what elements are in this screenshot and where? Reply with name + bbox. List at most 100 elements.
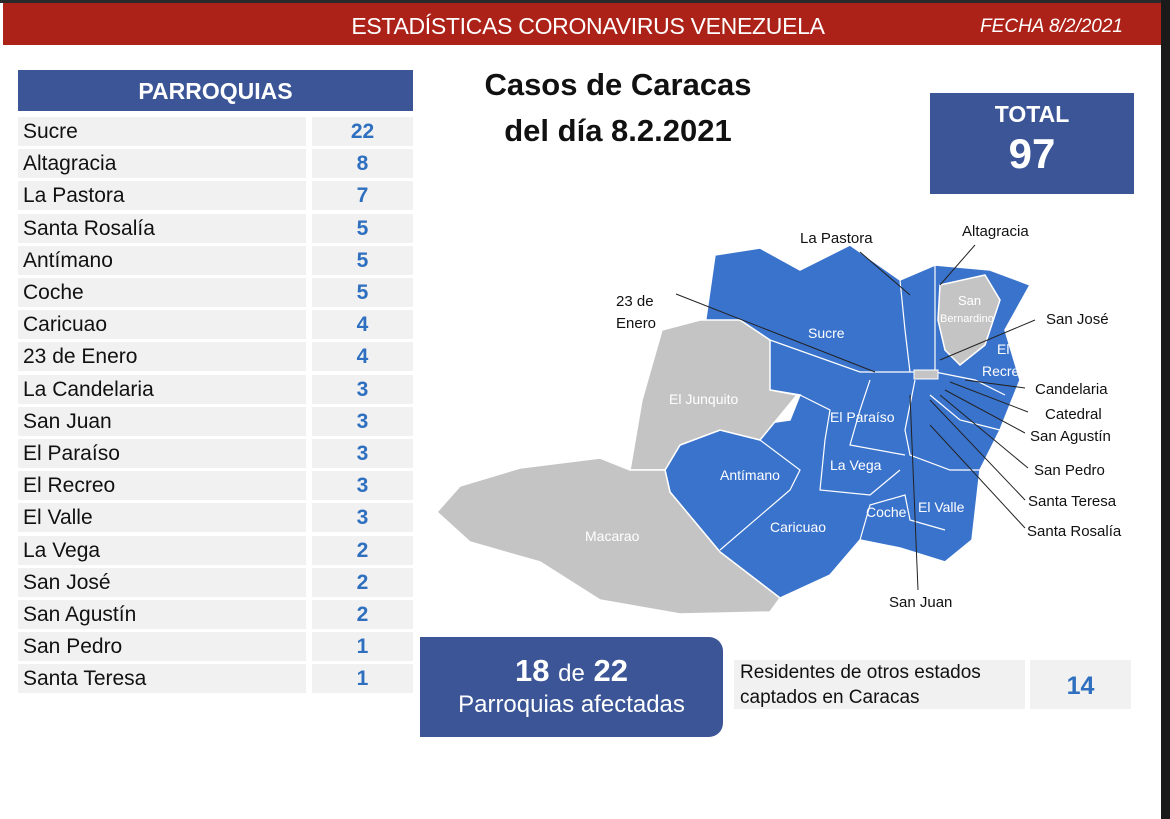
label-la-pastora: La Pastora [800, 230, 873, 247]
catedral-area [913, 369, 939, 380]
parish-cases: 5 [312, 278, 413, 307]
page-title: Casos de Caracas del día 8.2.2021 [450, 62, 786, 154]
banner-date: FECHA 8/2/2021 [980, 16, 1123, 37]
map-region-san-bernardino [937, 274, 1001, 367]
parish-cases: 3 [312, 503, 413, 533]
top-banner: ESTADÍSTICAS CORONAVIRUS VENEZUELA FECHA… [3, 3, 1161, 45]
leader-lines [675, 244, 1036, 591]
table-row: Coche 5 [18, 278, 413, 307]
label-san-jose: San José [1046, 311, 1109, 328]
label-antimano: Antímano [720, 467, 780, 483]
table-row: La Vega 2 [18, 535, 413, 565]
table-row: La Pastora 7 [18, 181, 413, 211]
parish-name: El Recreo [18, 471, 306, 501]
table-row: Sucre 22 [18, 117, 413, 146]
total-value: 97 [1008, 130, 1056, 177]
parish-cases: 2 [312, 535, 413, 565]
parish-cases: 8 [312, 149, 413, 179]
parish-name: Altagracia [18, 149, 306, 179]
affected-count: 18 [515, 653, 550, 688]
label-coche: Coche [866, 504, 907, 520]
label-el-paraiso: El Paraíso [830, 409, 895, 425]
parish-cases: 1 [312, 632, 413, 662]
parish-name: El Paraíso [18, 439, 306, 468]
residents-label-line-1: Residentes de otros estados [740, 662, 981, 683]
parish-cases: 3 [312, 406, 413, 436]
table-row: La Candelaria 3 [18, 374, 413, 404]
label-catedral: Catedral [1045, 406, 1102, 423]
title-line-1: Casos de Caracas [484, 67, 752, 102]
parish-name: Santa Rosalía [18, 213, 306, 243]
table-row: Caricuao 4 [18, 310, 413, 340]
right-edge [1161, 0, 1170, 819]
parish-cases: 3 [312, 374, 413, 404]
parish-name: Santa Teresa [18, 664, 306, 694]
map-region-macarao [435, 457, 782, 615]
table-row: San Juan 3 [18, 406, 413, 436]
label-santa-teresa: Santa Teresa [1028, 493, 1117, 510]
residents-label-line-2: captados en Caracas [740, 687, 920, 708]
affected-label: Parroquias afectadas [458, 691, 685, 718]
parish-name: San Pedro [18, 632, 306, 662]
parish-cases: 4 [312, 342, 413, 372]
label-23-de-enero-2: Enero [616, 315, 656, 332]
parish-cases: 2 [312, 600, 413, 629]
table-row: Altagracia 8 [18, 149, 413, 179]
label-san-juan: San Juan [889, 594, 952, 611]
table-row: Antímano 5 [18, 245, 413, 275]
parish-cases: 1 [312, 664, 413, 694]
title-line-2: del día 8.2.2021 [504, 113, 732, 148]
label-san-bernardino-1: San [958, 293, 981, 308]
label-altagracia: Altagracia [962, 223, 1029, 240]
parish-name: Sucre [18, 117, 306, 146]
total-label: TOTAL [994, 101, 1070, 127]
label-san-bernardino-2: Bernardino [940, 313, 994, 325]
table-row: San Pedro 1 [18, 632, 413, 662]
label-el-recreo-1: El [997, 341, 1009, 357]
label-sucre: Sucre [808, 325, 845, 341]
parish-name: Coche [18, 278, 306, 307]
label-el-valle: El Valle [918, 499, 965, 515]
label-la-vega: La Vega [830, 457, 882, 473]
parish-name: Antímano [18, 245, 306, 275]
parish-name: 23 de Enero [18, 342, 306, 372]
parish-name: El Valle [18, 503, 306, 533]
map-region-el-junquito [629, 319, 799, 471]
table-row: San Agustín 2 [18, 600, 413, 629]
table-row: El Paraíso 3 [18, 439, 413, 468]
label-candelaria: Candelaria [1035, 381, 1108, 398]
label-23-de-enero-1: 23 de [616, 293, 654, 310]
parish-name: La Vega [18, 535, 306, 565]
affected-de: de [558, 660, 585, 687]
parish-name: San Agustín [18, 600, 306, 629]
table-row: Santa Rosalía 5 [18, 213, 413, 243]
table-row: El Recreo 3 [18, 471, 413, 501]
parish-name: La Pastora [18, 181, 306, 211]
parish-name: San Juan [18, 406, 306, 436]
parish-cases: 3 [312, 439, 413, 468]
label-caricuao: Caricuao [770, 519, 826, 535]
table-row: 23 de Enero 4 [18, 342, 413, 372]
label-san-pedro: San Pedro [1034, 462, 1105, 479]
parish-name: Caricuao [18, 310, 306, 340]
label-san-agustin: San Agustín [1030, 428, 1111, 445]
table-row: San José 2 [18, 567, 413, 597]
label-santa-rosalia: Santa Rosalía [1027, 523, 1122, 540]
parroquias-header: PARROQUIAS [18, 70, 413, 111]
parish-cases: 4 [312, 310, 413, 340]
label-el-junquito: El Junquito [669, 391, 738, 407]
parish-cases: 7 [312, 181, 413, 211]
parish-cases: 2 [312, 567, 413, 597]
top-edge [0, 0, 1170, 3]
residents-value: 14 [1030, 660, 1131, 709]
parish-cases: 3 [312, 471, 413, 501]
table-row: El Valle 3 [18, 503, 413, 533]
total-box: TOTAL 97 [930, 93, 1134, 194]
parish-name: La Candelaria [18, 374, 306, 404]
parish-cases: 22 [312, 117, 413, 146]
residents-label: Residentes de otros estados captados en … [734, 660, 1025, 709]
banner-title: ESTADÍSTICAS CORONAVIRUS VENEZUELA [351, 13, 825, 39]
affected-parishes-box: 18 de 22 Parroquias afectadas [420, 637, 723, 737]
